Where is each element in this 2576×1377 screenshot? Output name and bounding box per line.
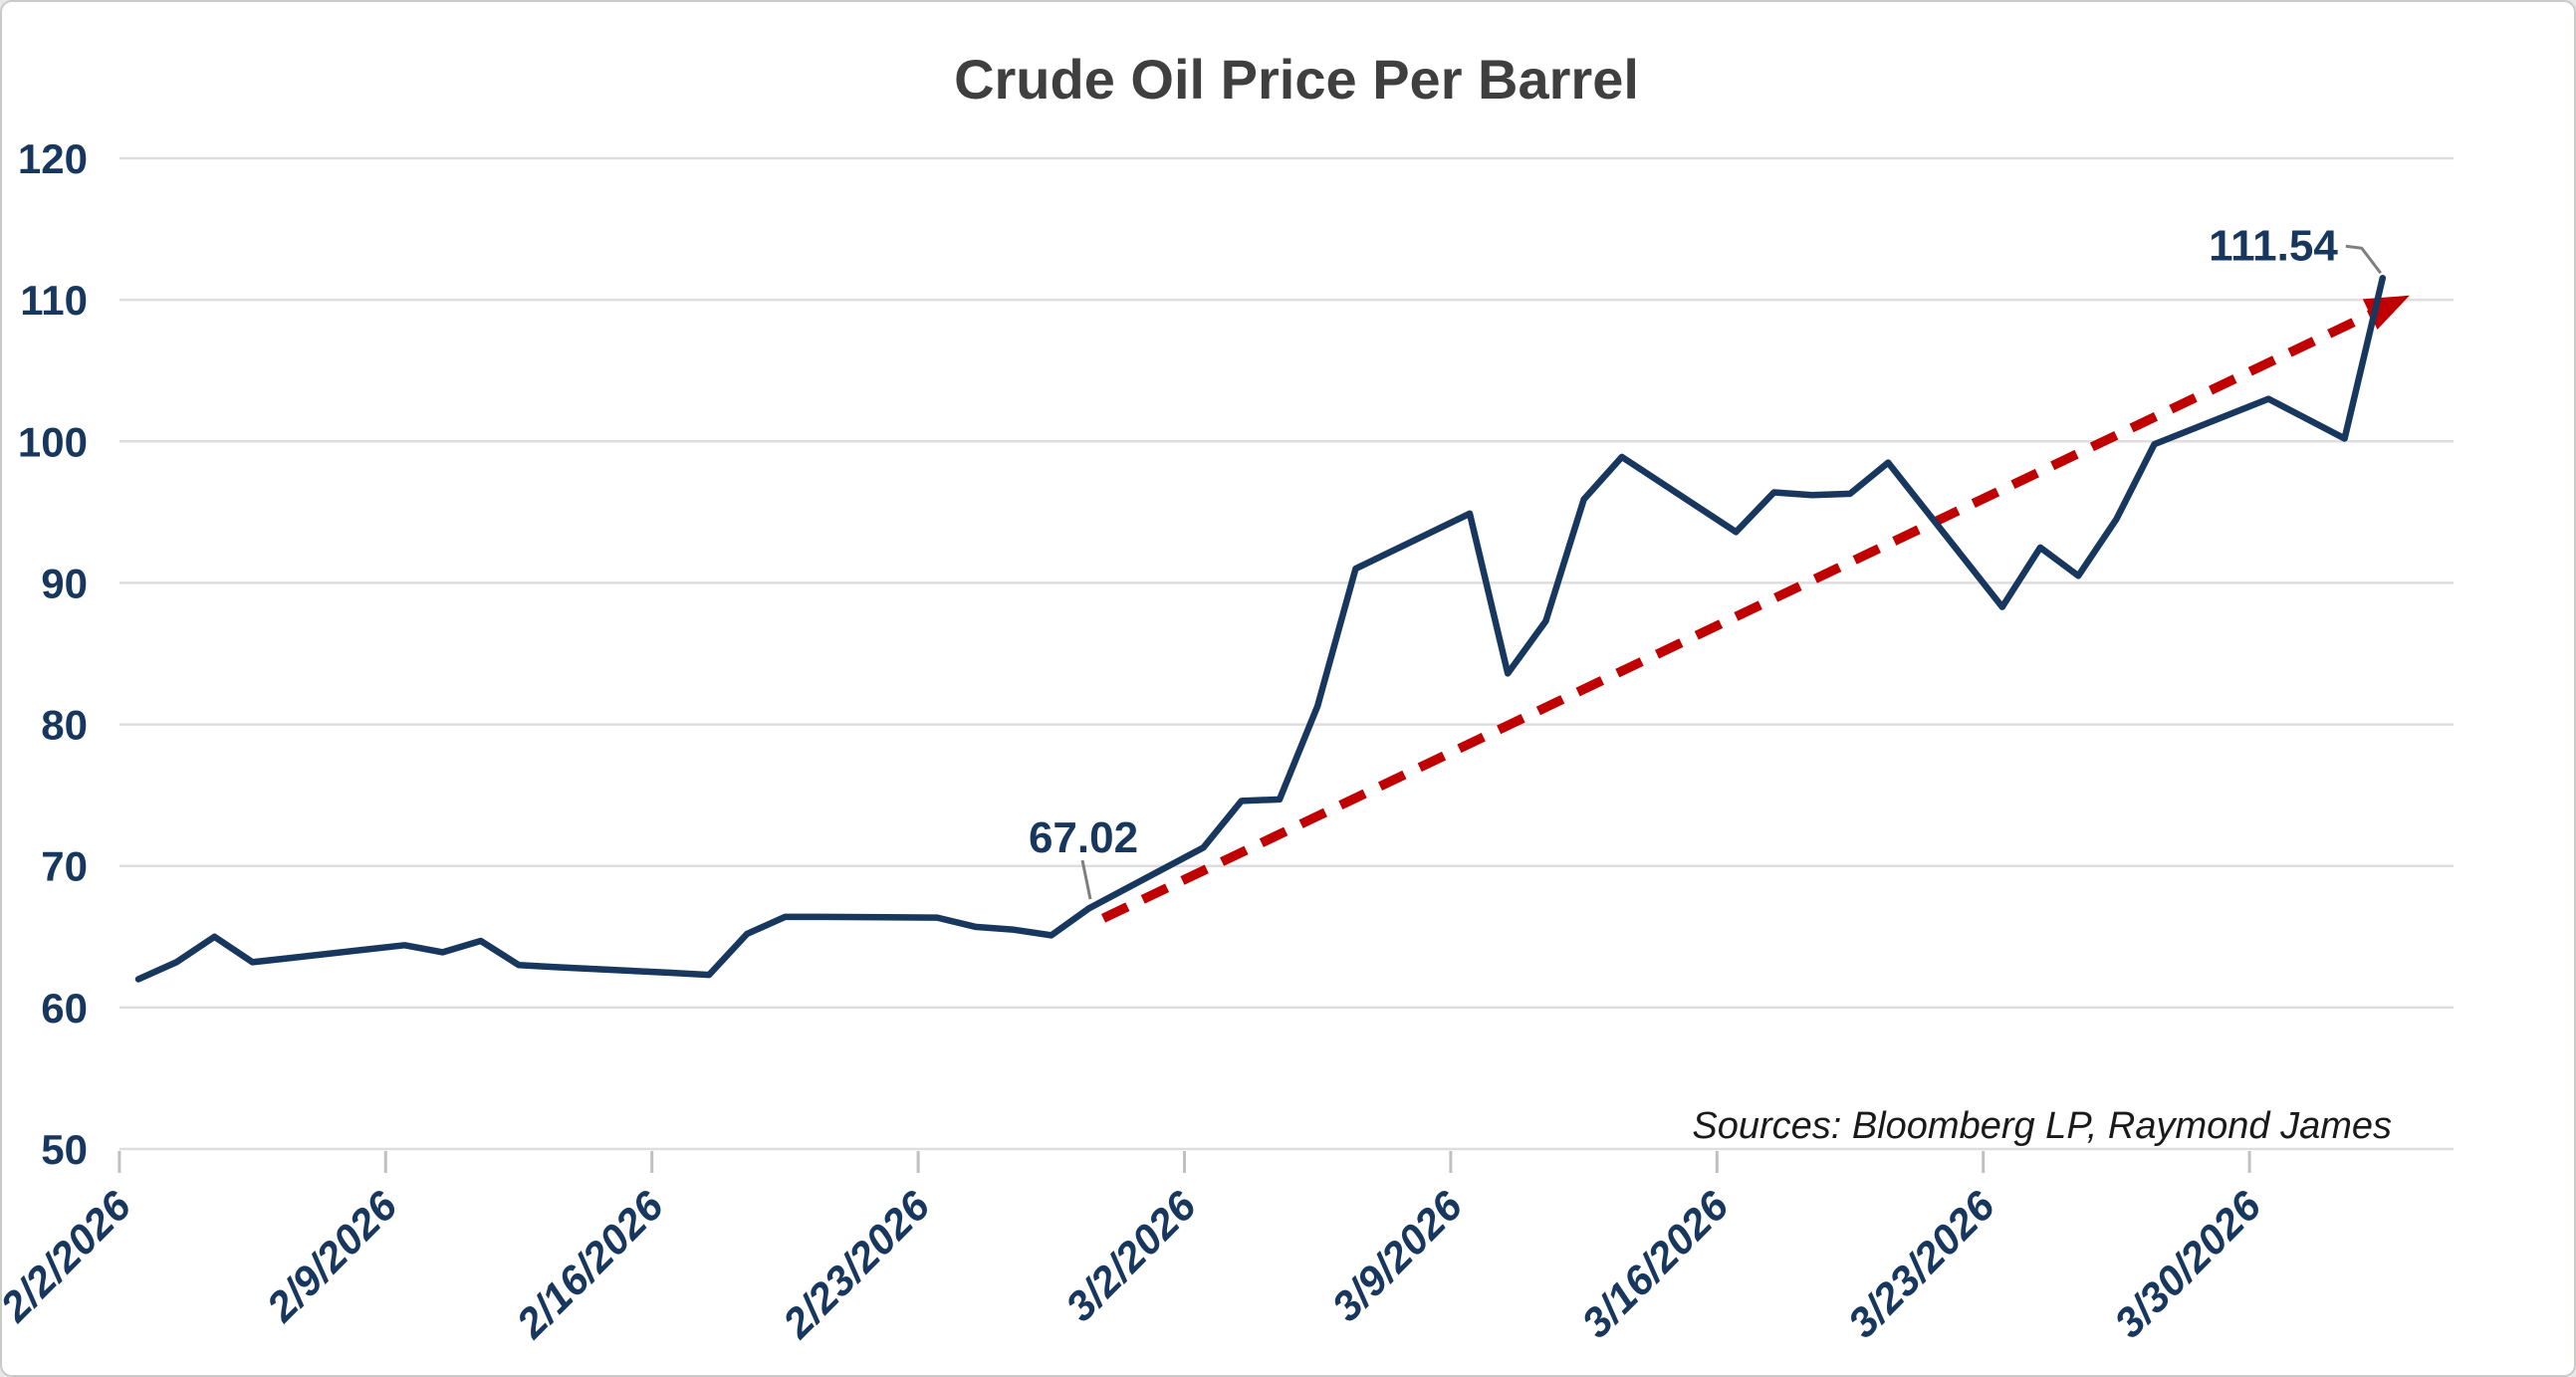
y-axis-label-50: 50 xyxy=(41,1126,88,1173)
x-axis-label: 3/16/2026 xyxy=(1572,1182,1738,1347)
trend-dashed-line xyxy=(1100,304,2385,923)
x-axis-group: 2/2/2026 2/9/2026 2/16/2026 2/23/2026 3/2/20… xyxy=(2,1151,2270,1347)
y-axis-label-80: 80 xyxy=(41,702,88,749)
y-axis-labels-group: 120 110 100 90 80 70 60 50 xyxy=(18,135,88,1173)
source-note: Sources: Bloomberg LP, Raymond James xyxy=(1692,1105,2392,1147)
x-axis-label: 3/9/2026 xyxy=(1322,1182,1471,1330)
price-line-series xyxy=(134,275,2387,983)
y-axis-label-70: 70 xyxy=(41,843,88,890)
gridlines-group xyxy=(119,156,2454,1151)
y-axis-label-100: 100 xyxy=(18,418,88,465)
x-axis-label: 2/16/2026 xyxy=(507,1182,673,1348)
x-axis-label: 3/2/2026 xyxy=(1056,1182,1205,1330)
x-axis-label: 3/30/2026 xyxy=(2105,1182,2270,1347)
y-axis-label-60: 60 xyxy=(41,985,88,1032)
annotation-leader xyxy=(1080,859,1092,900)
annotations-group: 67.02 111.54 xyxy=(1029,221,2382,900)
y-axis-label-110: 110 xyxy=(20,277,88,324)
annotation-leader xyxy=(2345,244,2382,275)
annotation-label-low: 67.02 xyxy=(1029,813,1138,862)
x-axis-label: 2/23/2026 xyxy=(773,1182,939,1348)
y-axis-label-120: 120 xyxy=(18,135,88,182)
annotation-label-high: 111.54 xyxy=(2209,221,2338,270)
x-axis-label: 2/2/2026 xyxy=(2,1182,140,1331)
trendline-group xyxy=(1100,295,2410,923)
series-group xyxy=(134,275,2387,983)
x-axis-label: 2/9/2026 xyxy=(257,1182,406,1331)
chart-title: Crude Oil Price Per Barrel xyxy=(954,48,1639,111)
x-axis-label: 3/23/2026 xyxy=(1839,1182,2004,1347)
y-axis-label-90: 90 xyxy=(41,560,88,606)
